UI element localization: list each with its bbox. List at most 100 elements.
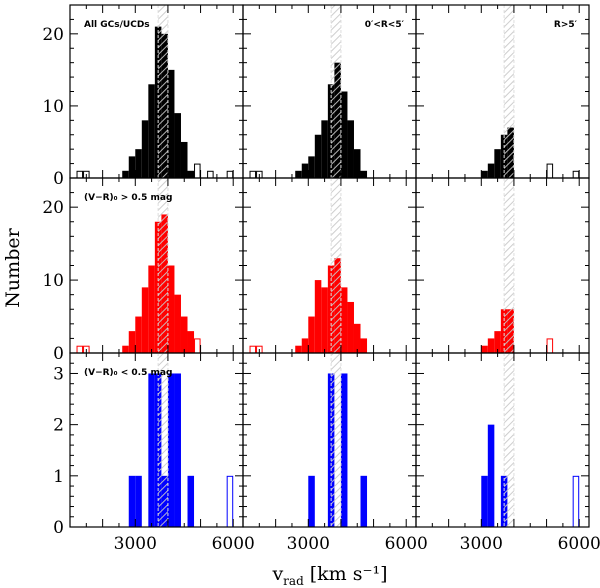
velocity-shade-band xyxy=(331,5,341,178)
velocity-shade-band xyxy=(504,353,514,527)
open-bar xyxy=(76,345,84,354)
bar xyxy=(487,424,495,527)
bar xyxy=(347,301,354,353)
open-bar xyxy=(546,163,554,179)
y-tick-label: 0 xyxy=(53,518,64,538)
x-tick-label: 6000 xyxy=(212,534,255,554)
open-bar xyxy=(207,170,214,179)
row-label: (V−R)₀ > 0.5 mag xyxy=(84,193,172,203)
y-tick-label: 2 xyxy=(53,416,64,436)
velocity-shade-band xyxy=(331,353,341,527)
bar xyxy=(340,91,348,178)
bar xyxy=(360,475,368,527)
y-tick-label: 0 xyxy=(53,344,64,364)
bar xyxy=(347,120,354,178)
bar xyxy=(487,163,495,178)
bar xyxy=(353,323,361,353)
bar xyxy=(128,156,136,178)
row-label: (V−R)₀ < 0.5 mag xyxy=(84,368,172,378)
column-label: R>5′ xyxy=(554,20,578,30)
bar xyxy=(494,149,501,178)
panel-r0-c2: R>5′ xyxy=(415,4,590,179)
bar xyxy=(187,170,195,178)
axis-text-layer: Number vrad [km s⁻¹] xyxy=(2,227,388,588)
bar xyxy=(314,280,322,353)
panel-r1-c2 xyxy=(415,177,590,354)
bar xyxy=(487,338,495,353)
bar xyxy=(135,475,142,527)
bar xyxy=(135,149,142,178)
bar xyxy=(122,345,129,353)
x-tick-label: 3000 xyxy=(460,534,503,554)
bar xyxy=(353,149,361,178)
bar xyxy=(122,170,129,178)
bar xyxy=(340,287,348,353)
bar xyxy=(308,475,315,527)
y-tick-label: 1 xyxy=(53,467,64,487)
bar xyxy=(360,170,368,178)
bar xyxy=(340,373,348,527)
bar xyxy=(141,287,149,353)
panel-r0-c1: 0′<R<5′ xyxy=(242,4,417,179)
bar xyxy=(481,345,488,353)
y-axis-label: Number xyxy=(2,227,24,307)
bar xyxy=(481,170,488,178)
bar xyxy=(167,69,175,178)
velocity-shade-band xyxy=(158,178,168,353)
bar xyxy=(295,170,302,178)
bar xyxy=(308,316,315,353)
bar xyxy=(494,331,501,353)
panel-r2-c1: 3000 6000 xyxy=(242,352,428,554)
open-bar xyxy=(572,475,580,528)
velocity-shade-band xyxy=(504,178,514,353)
bar xyxy=(481,475,488,527)
x-tick-label: 6000 xyxy=(558,534,600,554)
x-axis-label-units: [km s⁻¹] xyxy=(310,563,388,585)
bar xyxy=(148,265,155,353)
bar xyxy=(174,294,181,353)
open-bar xyxy=(226,170,234,179)
open-bar xyxy=(76,170,84,179)
bar xyxy=(174,113,181,178)
bar xyxy=(301,338,309,353)
y-tick-label: 3 xyxy=(53,364,64,384)
bar xyxy=(314,134,322,178)
x-axis-label: vrad [km s⁻¹] xyxy=(271,563,387,588)
bar xyxy=(128,331,136,353)
bar xyxy=(180,316,188,353)
bar xyxy=(148,84,155,178)
velocity-shade-band xyxy=(504,5,514,178)
open-bar xyxy=(572,170,580,179)
velocity-shade-band xyxy=(158,353,168,527)
bar xyxy=(167,265,175,353)
bar xyxy=(141,120,149,178)
bar xyxy=(167,373,175,527)
bar xyxy=(174,373,181,527)
y-tick-label: 0 xyxy=(53,169,64,189)
bar xyxy=(187,475,195,527)
panel-r1-c0: 0 10 20 (V−R)₀ > 0.5 mag xyxy=(42,177,244,364)
bar xyxy=(187,331,195,353)
bar xyxy=(308,156,315,178)
bar xyxy=(148,373,155,527)
x-axis-label-main: v xyxy=(271,563,283,585)
open-bar xyxy=(249,170,257,179)
open-bar xyxy=(194,338,201,354)
open-bar xyxy=(546,338,554,354)
bar xyxy=(135,316,142,353)
bar xyxy=(360,338,368,353)
panel-r2-c2: 3000 6000 xyxy=(415,352,600,554)
velocity-shade-band xyxy=(331,178,341,353)
x-axis-label-subscript: rad xyxy=(283,574,304,588)
panel-r1-c1 xyxy=(242,177,417,354)
open-bar xyxy=(226,475,234,528)
y-tick-label: 20 xyxy=(42,198,64,218)
panel-r0-c0: 0 10 20 All GCs/UCDs xyxy=(42,4,244,189)
x-tick-label: 3000 xyxy=(114,534,157,554)
velocity-shade-band xyxy=(158,5,168,178)
bar xyxy=(128,475,136,527)
x-tick-label: 3000 xyxy=(287,534,330,554)
bar xyxy=(321,120,328,178)
